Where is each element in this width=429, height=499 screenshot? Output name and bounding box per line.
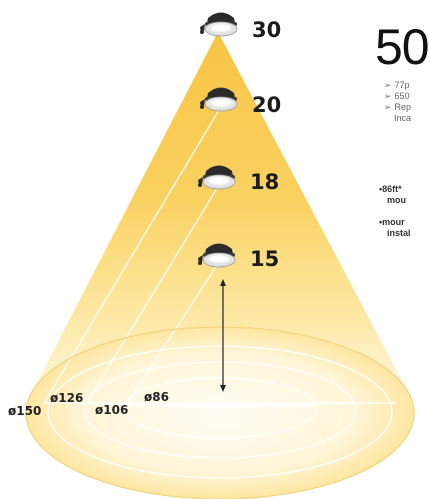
arrow-bullet-icon: ➢ (384, 80, 392, 90)
beam-20 (42, 109, 396, 404)
diameter-label-86: ø86 (144, 390, 169, 404)
double-arrow-icon (220, 279, 226, 392)
arrow-bullet-icon: ➢ (384, 102, 392, 112)
headline: 50 (375, 19, 429, 75)
spec-item: ➢ 650 (384, 91, 410, 101)
ring-126 (47, 345, 393, 479)
spec-item-continuation: Inca (394, 113, 412, 123)
ring-86 (123, 377, 317, 439)
spec-item: ➢ Rep Inca (384, 102, 429, 124)
diameter-label-150: ø150 (8, 404, 42, 418)
fixture-30-icon (199, 12, 238, 37)
beam-outer (28, 32, 412, 400)
diameter-label-106: ø106 (95, 403, 129, 417)
beam-18 (84, 184, 356, 405)
arrow-bullet-icon: ➢ (384, 91, 392, 101)
height-label-30: 30 (252, 18, 282, 42)
beam-15 (124, 261, 314, 407)
height-label-15: 15 (250, 247, 280, 271)
height-label-18: 18 (250, 170, 280, 194)
note-2: •mour instal (379, 217, 411, 238)
diameter-label-126: ø126 (50, 391, 84, 405)
floor-ellipse (26, 327, 414, 499)
ring-106 (83, 361, 357, 459)
note-2-continuation: instal (387, 228, 411, 238)
spec-list: ➢ 77p ➢ 650 ➢ Rep Inca (384, 80, 429, 124)
ring-150 (25, 326, 415, 499)
note-1: •86ft* mou (379, 184, 406, 205)
note-1-continuation: mou (387, 195, 406, 205)
spec-item: ➢ 77p (384, 80, 410, 90)
height-label-20: 20 (252, 93, 282, 117)
